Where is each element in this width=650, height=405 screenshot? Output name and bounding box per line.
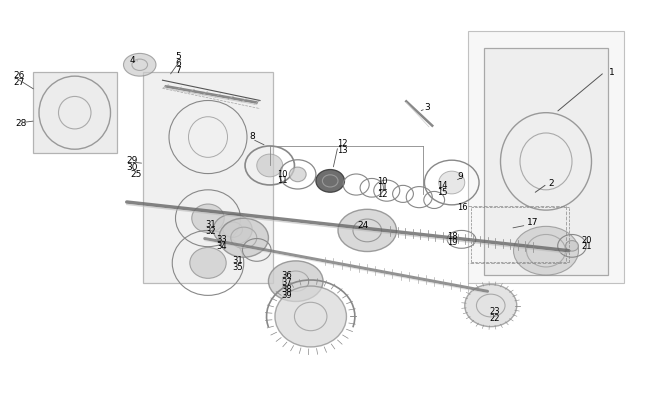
Ellipse shape: [439, 172, 465, 194]
Ellipse shape: [566, 241, 578, 252]
Text: 12: 12: [377, 190, 387, 198]
Text: 5: 5: [176, 52, 181, 61]
Text: 10: 10: [278, 169, 288, 178]
Text: 27: 27: [13, 78, 25, 87]
Text: 32: 32: [205, 226, 216, 235]
Text: 38: 38: [281, 284, 292, 293]
Ellipse shape: [316, 170, 344, 193]
Text: 13: 13: [337, 146, 347, 155]
Ellipse shape: [213, 215, 252, 245]
Text: 29: 29: [127, 156, 138, 164]
Text: 17: 17: [526, 218, 538, 227]
Text: 11: 11: [377, 183, 387, 192]
Text: 23: 23: [489, 307, 500, 315]
Text: 31: 31: [205, 220, 216, 229]
Ellipse shape: [289, 168, 306, 182]
Text: 37: 37: [281, 277, 292, 286]
Text: 26: 26: [13, 70, 25, 79]
Ellipse shape: [192, 205, 224, 233]
Text: 24: 24: [358, 221, 369, 230]
Text: 25: 25: [131, 170, 142, 179]
Ellipse shape: [275, 286, 346, 347]
Text: 18: 18: [447, 231, 458, 240]
Ellipse shape: [219, 219, 268, 258]
Text: 34: 34: [216, 242, 227, 251]
Ellipse shape: [257, 155, 283, 177]
Text: 9: 9: [457, 172, 463, 181]
Ellipse shape: [124, 54, 156, 77]
Polygon shape: [143, 73, 273, 284]
Text: 7: 7: [176, 66, 181, 75]
Text: 14: 14: [437, 181, 447, 190]
Polygon shape: [484, 49, 608, 275]
Text: 19: 19: [447, 238, 458, 247]
Text: 8: 8: [249, 132, 255, 141]
Text: 2: 2: [549, 179, 554, 188]
Text: 30: 30: [127, 162, 138, 171]
Text: 1: 1: [609, 68, 615, 77]
Text: 36: 36: [281, 271, 292, 279]
Ellipse shape: [338, 210, 396, 252]
Text: 28: 28: [15, 119, 26, 128]
Ellipse shape: [465, 285, 517, 327]
Text: 21: 21: [582, 242, 592, 251]
Text: 11: 11: [278, 176, 288, 185]
Text: 6: 6: [176, 59, 181, 68]
Text: 31: 31: [233, 256, 243, 264]
Text: 10: 10: [377, 176, 387, 185]
Ellipse shape: [268, 261, 323, 302]
Text: 35: 35: [233, 262, 243, 271]
Text: 12: 12: [337, 139, 347, 148]
Text: 4: 4: [130, 55, 136, 64]
Text: 20: 20: [582, 235, 592, 244]
Text: 16: 16: [457, 202, 467, 211]
Text: 22: 22: [489, 313, 500, 322]
Ellipse shape: [190, 248, 226, 279]
Ellipse shape: [514, 227, 578, 275]
Text: 15: 15: [437, 188, 447, 197]
Polygon shape: [468, 32, 624, 284]
Text: 33: 33: [216, 235, 228, 244]
Text: 3: 3: [424, 102, 430, 111]
Polygon shape: [32, 73, 117, 154]
Text: 39: 39: [281, 291, 291, 300]
